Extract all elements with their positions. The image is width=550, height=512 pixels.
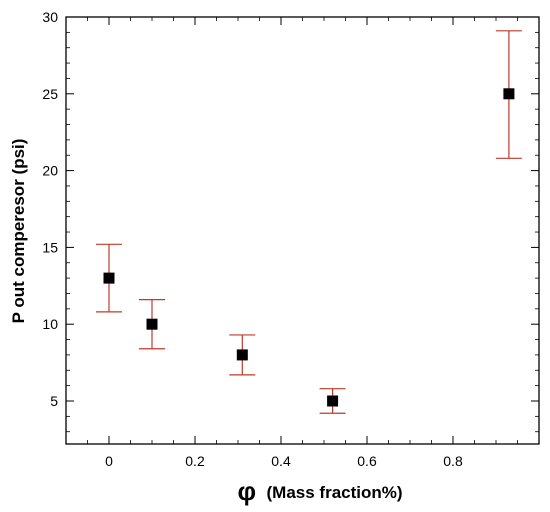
y-axis-title: P out comperesor (psi) (9, 139, 28, 324)
plot-frame (65, 16, 540, 445)
y-tick-label: 10 (42, 316, 58, 332)
data-point (327, 395, 339, 407)
x-axis-label-text: (Mass fraction%) (267, 483, 403, 502)
x-axis-title: φ (Mass fraction%) (237, 476, 402, 506)
y-tick-label: 20 (42, 163, 58, 179)
data-point (103, 272, 115, 284)
x-tick-label: 0 (105, 453, 113, 469)
plot-area (96, 30, 522, 414)
data-point (503, 88, 515, 100)
axes: 0 0.2 0.4 0.6 0.8 5 10 15 20 25 30 (42, 9, 540, 469)
y-tick-label: 15 (42, 239, 58, 255)
x-tick-label: 0.8 (443, 453, 463, 469)
y-tick-label: 25 (42, 86, 58, 102)
y-tick-label: 5 (50, 393, 58, 409)
data-point (236, 349, 248, 361)
x-tick-label: 0.6 (357, 453, 377, 469)
x-tick-label: 0.4 (271, 453, 291, 469)
x-axis-symbol: φ (237, 476, 256, 506)
x-tick-label: 0.2 (185, 453, 205, 469)
y-tick-label: 30 (42, 9, 58, 25)
data-point (146, 318, 158, 330)
